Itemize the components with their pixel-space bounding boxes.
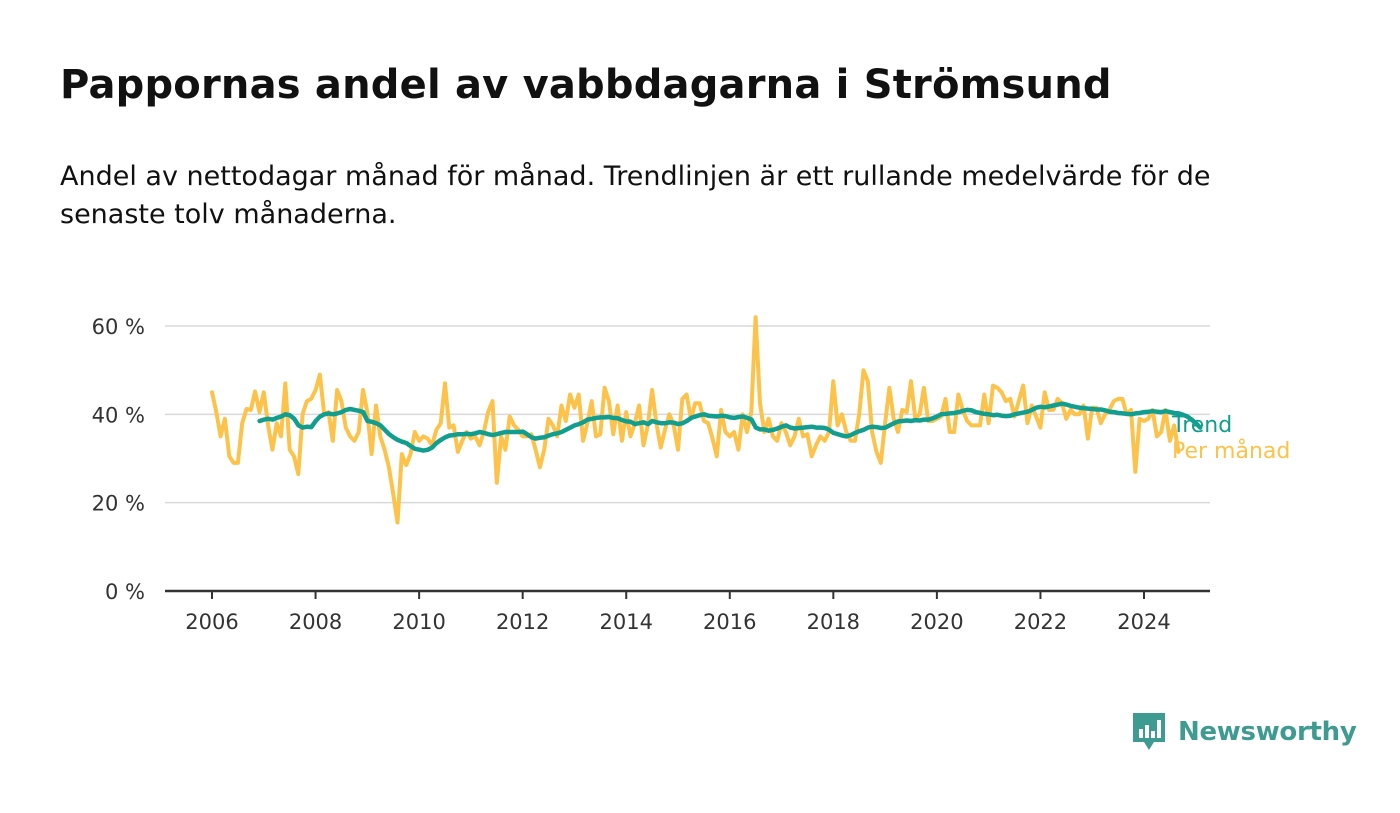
legend-label-trend: Trend (1171, 413, 1232, 438)
x-tick-label: 2014 (599, 610, 652, 634)
y-tick-label: 60 % (92, 315, 145, 339)
series-line-trend (257, 401, 1203, 453)
page-title: Pappornas andel av vabbdagarna i Strömsu… (60, 62, 1112, 108)
newsworthy-chart-icon (1133, 713, 1165, 750)
x-tick-label: 2022 (1014, 610, 1067, 634)
series-line-per-m-nad (210, 315, 1181, 525)
y-tick-label: 40 % (92, 403, 145, 427)
x-tick-label: 2012 (496, 610, 549, 634)
x-tick-label: 2008 (289, 610, 342, 634)
page-subtitle: Andel av nettodagar månad för månad. Tre… (60, 161, 1211, 230)
y-tick-label: 0 % (105, 580, 145, 604)
x-tick-label: 2010 (392, 610, 445, 634)
x-tick-label: 2024 (1117, 610, 1170, 634)
logo-text: Newsworthy (1178, 717, 1357, 747)
x-tick-label: 2006 (185, 610, 238, 634)
x-tick-label: 2018 (807, 610, 860, 634)
y-tick-label: 20 % (92, 492, 145, 516)
legend-label-per-manad: Per månad (1172, 438, 1290, 464)
x-tick-label: 2020 (910, 610, 963, 634)
newsworthy-logo[interactable]: Newsworthy (1132, 712, 1357, 752)
x-tick-label: 2016 (703, 610, 756, 634)
